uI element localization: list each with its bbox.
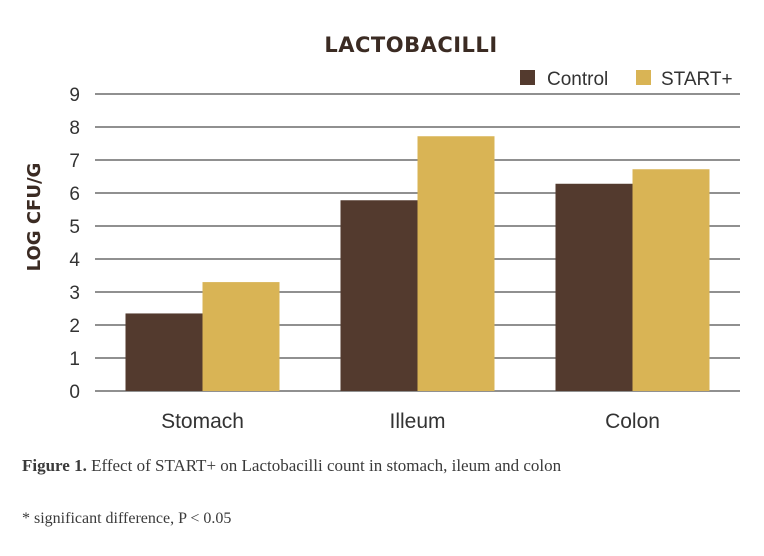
bar-start--colon bbox=[632, 169, 710, 391]
x-tick-label: Stomach bbox=[161, 410, 244, 433]
y-tick-label: 4 bbox=[69, 250, 80, 271]
y-tick-label: 9 bbox=[69, 85, 80, 106]
legend-swatch-start-plus bbox=[636, 70, 651, 85]
y-tick-label: 3 bbox=[69, 283, 80, 304]
figure-caption: Figure 1. Effect of START+ on Lactobacil… bbox=[22, 456, 561, 476]
footnote: * significant difference, P < 0.05 bbox=[22, 510, 232, 527]
y-tick-label: 7 bbox=[69, 151, 80, 172]
y-tick-label: 6 bbox=[69, 184, 80, 205]
figure-caption-label: Figure 1. bbox=[22, 456, 87, 475]
y-tick-label: 8 bbox=[69, 118, 80, 139]
bar-start--stomach bbox=[202, 282, 280, 391]
y-tick-label: 0 bbox=[69, 382, 80, 403]
y-axis-label: LOG CFU/G bbox=[24, 163, 45, 272]
bar-control-stomach bbox=[125, 313, 203, 391]
x-tick-labels: Stomach Illeum Colon bbox=[161, 410, 660, 433]
x-tick-label: Illeum bbox=[389, 410, 445, 433]
y-tick-label: 5 bbox=[69, 217, 80, 238]
chart-svg: LACTOBACILLI LOG CFU/G Control START+ 0 1… bbox=[24, 33, 740, 433]
y-tick-label: 1 bbox=[69, 349, 80, 370]
figure-caption-text: Effect of START+ on Lactobacilli count i… bbox=[86, 456, 562, 475]
legend-swatch-control bbox=[520, 70, 535, 85]
chart-bars bbox=[125, 136, 710, 391]
legend-label-control: Control bbox=[547, 69, 608, 90]
bar-control-illeum bbox=[340, 200, 418, 391]
chart-title: LACTOBACILLI bbox=[324, 33, 497, 57]
x-tick-label: Colon bbox=[605, 410, 660, 433]
y-tick-labels: 0 1 2 3 4 5 6 7 8 9 bbox=[69, 85, 80, 403]
y-tick-label: 2 bbox=[69, 316, 80, 337]
legend-label-start-plus: START+ bbox=[661, 69, 733, 90]
bar-control-colon bbox=[555, 183, 633, 391]
chart-legend: Control START+ bbox=[520, 69, 733, 90]
bar-start--illeum bbox=[417, 136, 495, 391]
